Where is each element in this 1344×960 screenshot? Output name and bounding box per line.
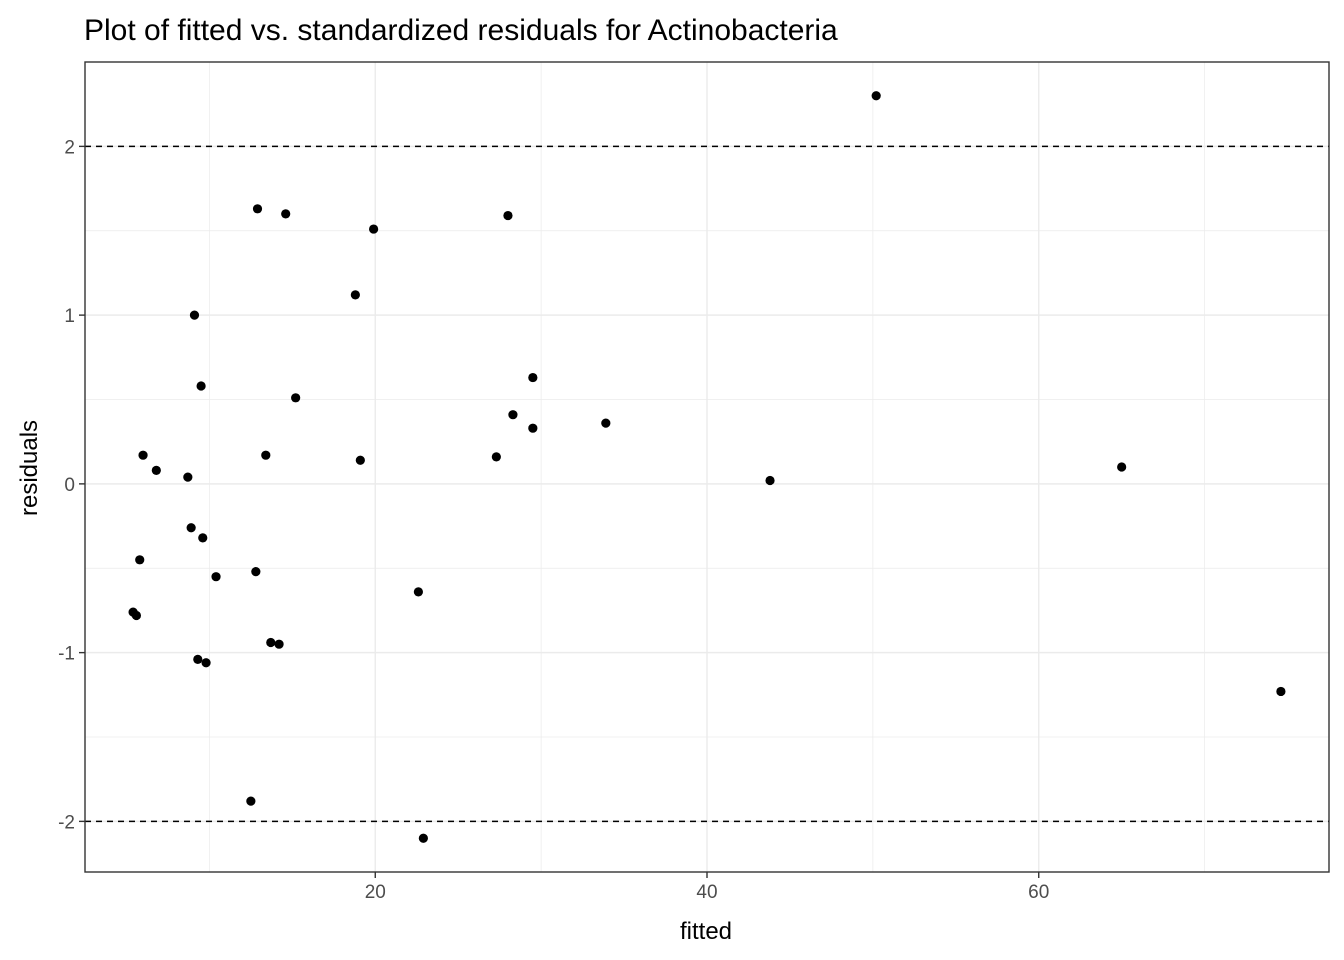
data-point xyxy=(266,637,276,648)
x-tick-label: 60 xyxy=(1028,882,1049,903)
data-point xyxy=(355,455,365,465)
x-axis: 20 40 60 xyxy=(365,872,1049,903)
data-point xyxy=(151,465,161,475)
chart-title: Plot of fitted vs. standardized residual… xyxy=(84,14,838,47)
y-tick-label: 0 xyxy=(64,475,75,496)
y-axis-title: residuals xyxy=(16,420,43,516)
data-point xyxy=(211,572,221,582)
data-point xyxy=(131,610,142,621)
data-point xyxy=(413,587,423,597)
y-axis: -2 -1 0 1 2 xyxy=(58,137,85,833)
y-tick-label: -2 xyxy=(58,812,75,833)
data-point xyxy=(601,418,611,428)
data-point xyxy=(528,423,538,433)
y-tick-label: 1 xyxy=(64,306,75,327)
data-point xyxy=(508,410,518,420)
data-point xyxy=(1117,462,1127,472)
data-point xyxy=(186,523,196,533)
data-point xyxy=(251,567,261,577)
data-point xyxy=(274,639,284,649)
data-point xyxy=(491,452,501,462)
data-point xyxy=(183,472,193,482)
data-point xyxy=(291,393,301,403)
data-point xyxy=(503,210,513,221)
data-point xyxy=(261,450,271,460)
data-point xyxy=(281,209,291,219)
data-point xyxy=(196,381,206,391)
data-point xyxy=(201,658,211,668)
y-tick-label: 2 xyxy=(64,137,75,158)
reference-lines xyxy=(85,145,1329,823)
y-tick-label: -1 xyxy=(58,644,75,665)
data-point xyxy=(198,533,208,543)
data-point xyxy=(246,796,256,806)
data-point xyxy=(252,204,263,214)
data-point xyxy=(528,372,538,383)
data-point xyxy=(765,475,775,486)
data-point xyxy=(138,450,148,460)
data-point xyxy=(135,555,145,565)
data-point xyxy=(350,290,360,300)
x-tick-label: 20 xyxy=(365,882,386,903)
data-point xyxy=(193,654,203,664)
data-point xyxy=(871,91,881,101)
data-point xyxy=(189,310,200,320)
data-point xyxy=(369,224,379,234)
x-tick-label: 40 xyxy=(696,882,717,903)
data-point xyxy=(418,833,428,843)
data-points xyxy=(128,91,1286,843)
data-point xyxy=(1276,686,1286,697)
x-axis-title: fitted xyxy=(680,918,732,945)
grid xyxy=(85,61,1329,872)
